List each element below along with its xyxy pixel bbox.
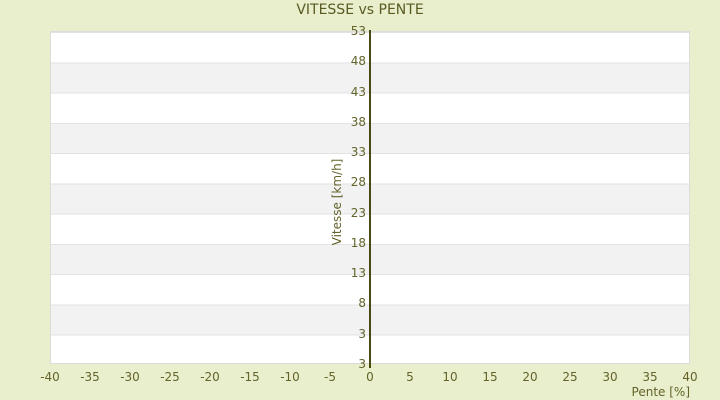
x-tick-label: -20 <box>200 370 220 384</box>
x-tick-label: -30 <box>120 370 140 384</box>
x-tick-label: -40 <box>40 370 60 384</box>
x-tick-label: -35 <box>80 370 100 384</box>
y-tick-label: 33 <box>350 145 366 160</box>
y-tick-label: 48 <box>350 54 366 69</box>
y-tick-label: 13 <box>350 266 366 281</box>
y-tick-label: 23 <box>350 205 366 220</box>
x-tick-label: -10 <box>280 370 300 384</box>
y-tick-label: 3 <box>358 357 366 371</box>
x-tick-label: 15 <box>482 370 498 384</box>
x-tick-label: 40 <box>682 370 698 384</box>
y-tick-label: 3 <box>358 326 366 341</box>
x-tick-label: -5 <box>324 370 336 384</box>
x-tick-label: 25 <box>562 370 578 384</box>
y-axis-line <box>369 30 371 368</box>
y-tick-label: 28 <box>350 175 366 190</box>
y-axis-title: Vitesse [km/h] <box>330 158 344 246</box>
x-tick-label: 35 <box>642 370 658 384</box>
y-tick-label: 43 <box>350 84 366 99</box>
x-tick-label: -15 <box>240 370 260 384</box>
y-tick-label: 8 <box>358 296 366 311</box>
y-tick-label: 18 <box>350 235 366 250</box>
y-tick-label: 38 <box>350 114 366 129</box>
x-tick-label: 30 <box>602 370 618 384</box>
chart-title: VITESSE vs PENTE <box>296 2 424 18</box>
x-tick-label: 5 <box>406 370 414 384</box>
x-tick-label: 20 <box>522 370 538 384</box>
x-tick-label: 10 <box>442 370 458 384</box>
x-tick-label: 0 <box>366 370 374 384</box>
x-axis-title: Pente [%] <box>631 385 690 399</box>
x-tick-label: -25 <box>160 370 180 384</box>
y-tick-label: 53 <box>350 24 366 38</box>
